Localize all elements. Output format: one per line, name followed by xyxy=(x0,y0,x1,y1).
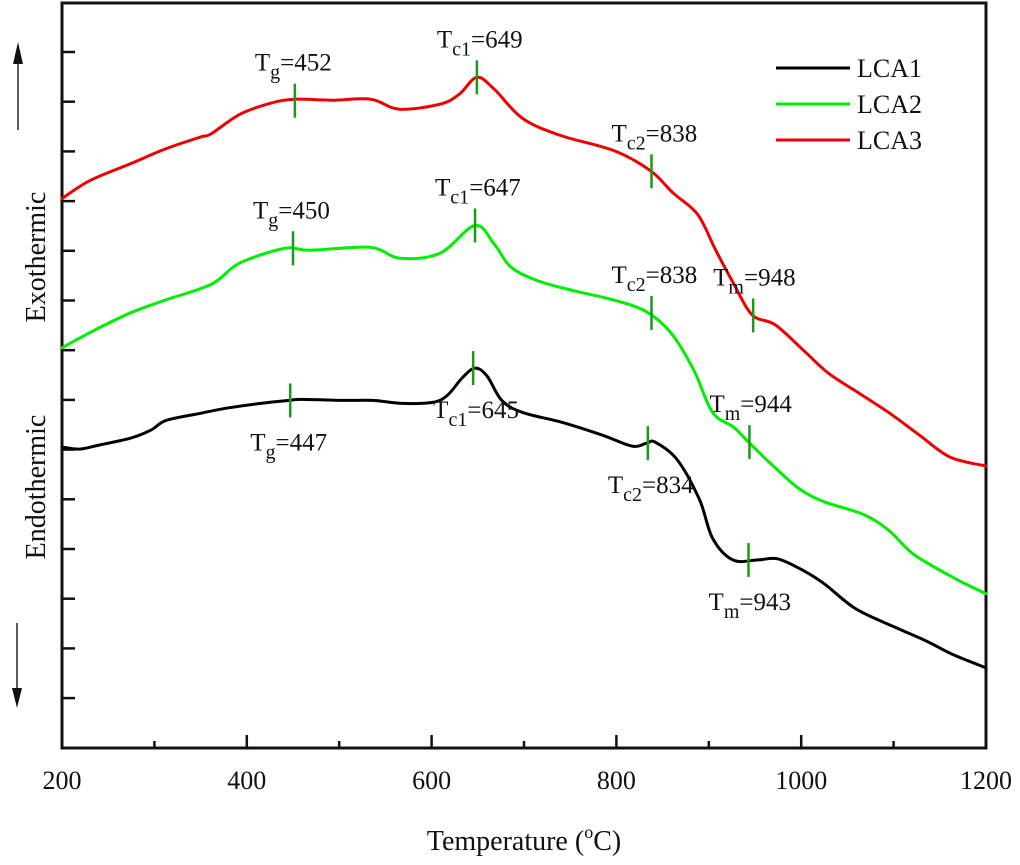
x-tick-label: 400 xyxy=(227,766,266,795)
annotation-label: Tc2=838 xyxy=(612,120,698,154)
series-line-lca2 xyxy=(60,223,988,596)
annotation-label: Tc1=647 xyxy=(435,174,521,208)
annotation-label: Tc2=834 xyxy=(608,472,694,506)
annotation-label: Tm=948 xyxy=(713,264,795,298)
x-axis-ticks: 200 400 600 800 1000 1200 xyxy=(43,735,1012,795)
annotation-markers xyxy=(288,60,755,577)
plot-frame xyxy=(60,1,988,750)
x-axis-title-unit: C) xyxy=(593,826,621,857)
x-axis-title-main: Temperature ( xyxy=(427,826,584,857)
annotation-label: Tm=943 xyxy=(709,589,791,623)
plot-border xyxy=(60,1,988,750)
series-layer xyxy=(60,75,988,670)
annotation-label: Tg=450 xyxy=(253,197,330,231)
series-line-lca3 xyxy=(60,75,988,468)
endothermic-down-arrow-icon xyxy=(12,623,22,708)
x-tick-label: 1000 xyxy=(775,766,827,795)
y-axis-ticks xyxy=(62,50,75,700)
x-tick-label: 800 xyxy=(597,766,636,795)
annotation-label: Tc1=649 xyxy=(437,26,523,60)
x-axis-title-degree: o xyxy=(584,822,593,842)
annotation-label: Tm=944 xyxy=(709,391,792,425)
legend-label-lca2: LCA2 xyxy=(857,90,922,119)
legend: LCA1 LCA2 LCA3 xyxy=(776,54,922,155)
y-axis-label-endothermic: Endothermic xyxy=(21,415,52,560)
x-tick-label: 1200 xyxy=(960,766,1012,795)
series-line-lca1 xyxy=(60,366,988,670)
x-tick-label: 200 xyxy=(43,766,82,795)
annotation-label: Tg=447 xyxy=(250,429,327,463)
legend-label-lca1: LCA1 xyxy=(857,54,922,83)
x-axis-title: Temperature (oC) xyxy=(427,822,621,857)
y-axis-label-exothermic: Exothermic xyxy=(21,192,52,323)
x-tick-label: 600 xyxy=(412,766,451,795)
legend-label-lca3: LCA3 xyxy=(857,126,922,155)
annotation-label: Tg=452 xyxy=(255,50,332,84)
annotation-label: Tc1=645 xyxy=(433,397,519,431)
annotation-labels: Tg=452 Tc1=649 Tc2=838 Tm=948 Tg=450 Tc1=647 T… xyxy=(250,26,795,623)
annotation-label: Tc2=838 xyxy=(612,262,698,296)
exothermic-up-arrow-icon xyxy=(13,42,23,130)
